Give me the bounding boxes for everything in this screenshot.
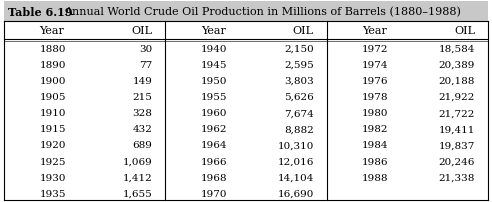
Text: Year: Year (201, 26, 226, 36)
Text: 149: 149 (132, 77, 153, 86)
Text: 19,837: 19,837 (439, 141, 475, 150)
Bar (4, 2, 488, 22)
Text: 1930: 1930 (39, 173, 66, 182)
Text: 215: 215 (132, 93, 153, 102)
Text: 1935: 1935 (39, 189, 66, 198)
Text: 19,411: 19,411 (439, 125, 475, 134)
Text: 1,069: 1,069 (123, 157, 153, 166)
Text: 1890: 1890 (39, 61, 66, 70)
Text: 1900: 1900 (39, 77, 66, 86)
Text: 20,389: 20,389 (439, 61, 475, 70)
Text: 7,674: 7,674 (284, 109, 314, 118)
Text: OIL: OIL (293, 26, 314, 36)
Text: 1968: 1968 (201, 173, 227, 182)
Text: 1984: 1984 (362, 141, 389, 150)
Text: 1960: 1960 (201, 109, 227, 118)
Text: 20,246: 20,246 (439, 157, 475, 166)
Text: 3,803: 3,803 (284, 77, 314, 86)
Text: 12,016: 12,016 (277, 157, 314, 166)
Text: 14,104: 14,104 (277, 173, 314, 182)
Text: 432: 432 (132, 125, 153, 134)
Text: 1970: 1970 (201, 189, 227, 198)
Text: 1915: 1915 (39, 125, 66, 134)
Text: 1940: 1940 (201, 45, 227, 54)
Text: 8,882: 8,882 (284, 125, 314, 134)
Text: 1978: 1978 (362, 93, 389, 102)
Text: 1962: 1962 (201, 125, 227, 134)
Text: 10,310: 10,310 (277, 141, 314, 150)
Text: 1920: 1920 (39, 141, 66, 150)
Text: 689: 689 (132, 141, 153, 150)
Text: Year: Year (39, 26, 64, 36)
Text: 1986: 1986 (362, 157, 389, 166)
Text: 1905: 1905 (39, 93, 66, 102)
Text: Table 6.19: Table 6.19 (8, 6, 72, 17)
Text: 5,626: 5,626 (284, 93, 314, 102)
Text: 1,655: 1,655 (123, 189, 153, 198)
Text: 1880: 1880 (39, 45, 66, 54)
Text: 1945: 1945 (201, 61, 227, 70)
Text: 2,595: 2,595 (284, 61, 314, 70)
Text: OIL: OIL (454, 26, 475, 36)
Text: OIL: OIL (131, 26, 153, 36)
Text: 1982: 1982 (362, 125, 389, 134)
Text: 20,188: 20,188 (439, 77, 475, 86)
Text: 77: 77 (139, 61, 153, 70)
Text: 1988: 1988 (362, 173, 389, 182)
Text: 2,150: 2,150 (284, 45, 314, 54)
Text: 1976: 1976 (362, 77, 389, 86)
Text: Year: Year (362, 26, 387, 36)
Text: 1974: 1974 (362, 61, 389, 70)
Text: 21,722: 21,722 (439, 109, 475, 118)
Text: 1966: 1966 (201, 157, 227, 166)
Text: 1950: 1950 (201, 77, 227, 86)
Text: 1925: 1925 (39, 157, 66, 166)
Text: 21,922: 21,922 (439, 93, 475, 102)
Text: 1,412: 1,412 (123, 173, 153, 182)
Text: 1910: 1910 (39, 109, 66, 118)
Text: 1980: 1980 (362, 109, 389, 118)
Text: 1972: 1972 (362, 45, 389, 54)
Text: 21,338: 21,338 (439, 173, 475, 182)
Text: 1964: 1964 (201, 141, 227, 150)
Text: Annual World Crude Oil Production in Millions of Barrels (1880–1988): Annual World Crude Oil Production in Mil… (64, 7, 461, 17)
Text: 30: 30 (139, 45, 153, 54)
Text: 18,584: 18,584 (439, 45, 475, 54)
Text: 1955: 1955 (201, 93, 227, 102)
Text: 328: 328 (132, 109, 153, 118)
Text: 16,690: 16,690 (277, 189, 314, 198)
